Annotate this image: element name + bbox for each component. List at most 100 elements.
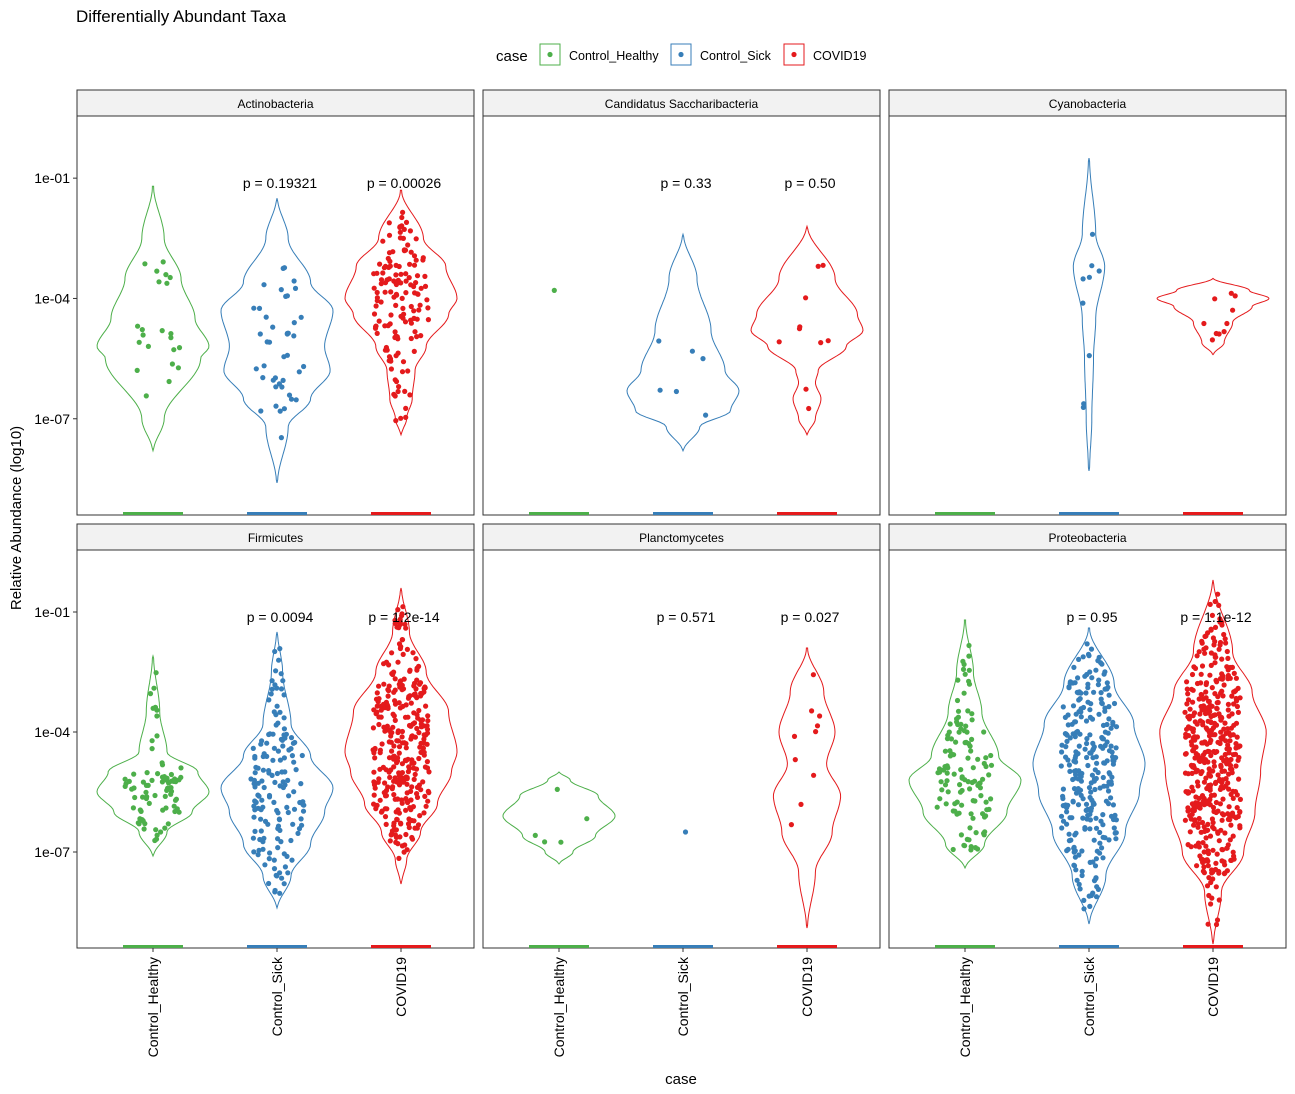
point-control-sick (1113, 836, 1119, 842)
point-covid19 (396, 750, 402, 756)
point-covid19 (803, 295, 809, 301)
point-covid19 (1225, 672, 1231, 679)
point-control-sick (1080, 654, 1086, 660)
point-covid19 (1191, 710, 1198, 716)
point-covid19 (1208, 901, 1214, 907)
point-control-sick (1078, 706, 1084, 712)
point-control-sick (1085, 699, 1091, 705)
point-control-healthy (162, 825, 168, 831)
point-control-sick (656, 338, 662, 344)
point-control-healthy (551, 287, 557, 293)
point-control-sick (1078, 773, 1084, 780)
point-covid19 (404, 847, 410, 853)
point-covid19 (409, 784, 415, 790)
point-control-sick (1100, 855, 1106, 861)
point-control-healthy (968, 811, 974, 817)
point-covid19 (1189, 742, 1195, 748)
point-covid19 (1218, 762, 1224, 769)
point-control-healthy (954, 799, 960, 805)
p-value-control-sick: p = 0.19321 (243, 175, 318, 191)
point-covid19 (411, 776, 417, 783)
point-control-sick (1092, 863, 1099, 869)
point-control-sick (289, 753, 295, 759)
point-covid19 (1215, 808, 1221, 814)
point-control-healthy (171, 347, 177, 353)
point-covid19 (1227, 837, 1233, 843)
point-control-sick (270, 377, 276, 383)
point-covid19 (1204, 827, 1210, 834)
point-covid19 (1202, 749, 1208, 755)
point-control-sick (288, 396, 295, 402)
point-control-sick (1079, 848, 1085, 854)
point-covid19 (399, 295, 405, 301)
point-control-sick (284, 853, 290, 860)
point-control-healthy (165, 821, 171, 827)
point-covid19 (1225, 811, 1231, 817)
point-control-healthy (963, 723, 969, 729)
x-tick-label: Control_Sick (269, 956, 285, 1036)
point-control-sick (274, 807, 280, 814)
point-control-healthy (954, 719, 960, 725)
point-covid19 (414, 725, 420, 732)
point-covid19 (809, 708, 815, 714)
point-covid19 (425, 305, 431, 311)
point-covid19 (817, 713, 823, 719)
point-covid19 (792, 757, 798, 763)
x-tick-label: COVID19 (799, 957, 815, 1017)
point-control-healthy (584, 816, 590, 822)
point-covid19 (374, 298, 380, 304)
point-covid19 (1235, 757, 1241, 763)
point-covid19 (418, 693, 424, 699)
point-covid19 (1234, 805, 1240, 811)
point-covid19 (409, 757, 415, 763)
point-control-healthy (146, 800, 152, 807)
point-covid19 (382, 728, 388, 734)
point-covid19 (1224, 648, 1230, 655)
point-control-healthy (978, 793, 984, 799)
point-control-sick (1073, 867, 1079, 873)
point-covid19 (1225, 726, 1231, 732)
point-control-sick (278, 287, 284, 293)
point-control-healthy (944, 770, 950, 776)
point-covid19 (1213, 921, 1220, 928)
point-control-sick (274, 703, 280, 709)
point-control-sick (300, 808, 307, 814)
point-covid19 (398, 820, 404, 826)
point-covid19 (1219, 622, 1225, 628)
point-covid19 (393, 834, 399, 841)
point-control-sick (1091, 837, 1097, 843)
point-covid19 (399, 369, 406, 375)
point-control-healthy (156, 279, 162, 285)
point-control-healthy (972, 845, 979, 851)
point-covid19 (1215, 694, 1221, 700)
point-covid19 (418, 333, 424, 339)
point-control-healthy (958, 721, 964, 728)
point-covid19 (1184, 701, 1190, 707)
point-covid19 (391, 743, 397, 749)
point-covid19 (382, 814, 389, 820)
point-covid19 (409, 834, 415, 841)
point-covid19 (424, 730, 431, 736)
point-covid19 (398, 644, 404, 650)
point-control-sick (1080, 276, 1086, 282)
point-control-healthy (962, 671, 968, 677)
point-control-sick (1071, 786, 1078, 792)
point-covid19 (399, 613, 405, 619)
point-covid19 (1197, 853, 1203, 859)
point-control-sick (291, 759, 297, 765)
point-covid19 (407, 228, 413, 234)
point-control-sick (260, 375, 266, 381)
point-control-sick (283, 731, 289, 737)
point-covid19 (1234, 792, 1240, 798)
point-covid19 (1233, 698, 1240, 704)
point-control-sick (262, 862, 268, 868)
point-covid19 (1237, 695, 1243, 701)
point-control-healthy (960, 658, 966, 665)
point-control-healthy (131, 771, 137, 777)
point-covid19 (411, 818, 417, 824)
point-control-sick (272, 779, 278, 786)
point-covid19 (373, 323, 379, 329)
point-control-healthy (959, 774, 965, 780)
point-covid19 (1209, 612, 1215, 619)
point-control-sick (270, 757, 276, 763)
